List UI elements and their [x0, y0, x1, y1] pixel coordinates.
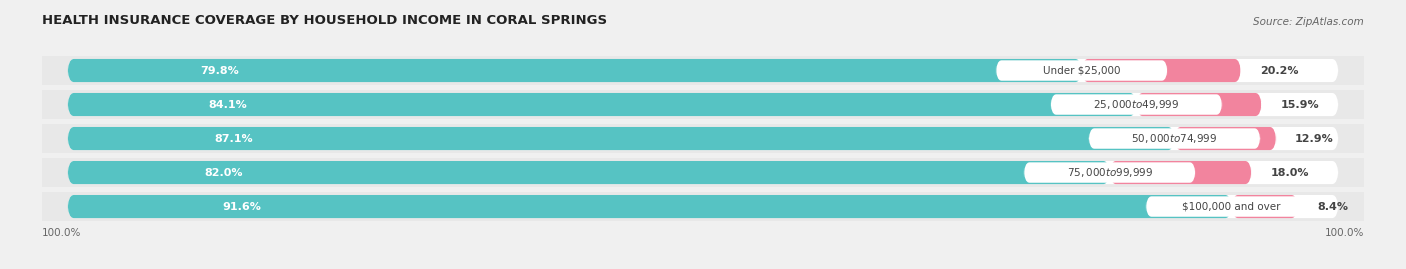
FancyBboxPatch shape — [1136, 93, 1261, 116]
FancyBboxPatch shape — [67, 195, 1232, 218]
FancyBboxPatch shape — [42, 158, 1364, 187]
Text: 12.9%: 12.9% — [1295, 133, 1334, 144]
Text: $50,000 to $74,999: $50,000 to $74,999 — [1132, 132, 1218, 145]
FancyBboxPatch shape — [1050, 94, 1222, 115]
FancyBboxPatch shape — [42, 125, 1364, 153]
FancyBboxPatch shape — [42, 90, 1364, 119]
FancyBboxPatch shape — [67, 161, 1339, 184]
Text: $75,000 to $99,999: $75,000 to $99,999 — [1067, 166, 1153, 179]
Text: 18.0%: 18.0% — [1271, 168, 1309, 178]
FancyBboxPatch shape — [67, 59, 1081, 82]
FancyBboxPatch shape — [67, 127, 1174, 150]
FancyBboxPatch shape — [67, 93, 1136, 116]
FancyBboxPatch shape — [1232, 195, 1298, 218]
Text: 20.2%: 20.2% — [1260, 66, 1298, 76]
FancyBboxPatch shape — [67, 195, 1339, 218]
Text: 91.6%: 91.6% — [222, 201, 262, 211]
Text: 100.0%: 100.0% — [1324, 228, 1364, 238]
Text: 84.1%: 84.1% — [208, 100, 247, 109]
Text: 87.1%: 87.1% — [214, 133, 253, 144]
FancyBboxPatch shape — [42, 56, 1364, 85]
FancyBboxPatch shape — [1146, 196, 1317, 217]
FancyBboxPatch shape — [67, 127, 1339, 150]
FancyBboxPatch shape — [1109, 161, 1251, 184]
Text: 100.0%: 100.0% — [42, 228, 82, 238]
FancyBboxPatch shape — [67, 93, 1339, 116]
FancyBboxPatch shape — [67, 161, 1109, 184]
Text: 8.4%: 8.4% — [1317, 201, 1348, 211]
FancyBboxPatch shape — [67, 59, 1339, 82]
FancyBboxPatch shape — [1024, 162, 1195, 183]
Text: HEALTH INSURANCE COVERAGE BY HOUSEHOLD INCOME IN CORAL SPRINGS: HEALTH INSURANCE COVERAGE BY HOUSEHOLD I… — [42, 14, 607, 27]
FancyBboxPatch shape — [1174, 127, 1277, 150]
Text: Under $25,000: Under $25,000 — [1043, 66, 1121, 76]
FancyBboxPatch shape — [42, 192, 1364, 221]
FancyBboxPatch shape — [995, 60, 1167, 81]
Text: 79.8%: 79.8% — [200, 66, 239, 76]
Text: $25,000 to $49,999: $25,000 to $49,999 — [1094, 98, 1180, 111]
FancyBboxPatch shape — [1088, 128, 1260, 149]
FancyBboxPatch shape — [1081, 59, 1241, 82]
Text: 15.9%: 15.9% — [1281, 100, 1319, 109]
Text: Source: ZipAtlas.com: Source: ZipAtlas.com — [1253, 17, 1364, 27]
Text: $100,000 and over: $100,000 and over — [1182, 201, 1281, 211]
Text: 82.0%: 82.0% — [205, 168, 243, 178]
